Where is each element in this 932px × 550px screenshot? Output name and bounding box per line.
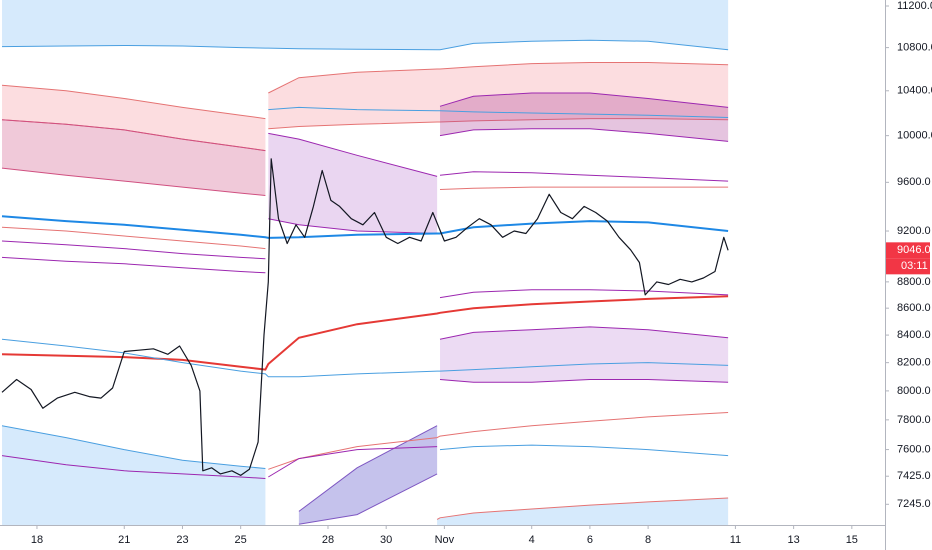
- last-price-tag: [886, 242, 930, 259]
- y-tick-label: 10000.0: [897, 130, 932, 142]
- y-tick-label: 11200.0: [897, 0, 932, 12]
- indicator-line: [1, 256, 266, 274]
- x-tick-label: 13: [787, 534, 799, 546]
- band-fill: [440, 92, 729, 142]
- fill-edge: [1, 425, 266, 469]
- y-tick-label: 10800.0: [897, 42, 932, 54]
- plot-area: [1, 0, 729, 525]
- indicator-line: [268, 106, 729, 118]
- fill-edge: [436, 497, 729, 520]
- indicator-line: [439, 186, 729, 190]
- indicator-line: [1, 240, 266, 260]
- indicator-line: [1, 226, 266, 250]
- band-lower: [268, 118, 729, 130]
- x-tick-label: 23: [176, 534, 188, 546]
- indicator-line: [268, 446, 438, 478]
- band-upper: [439, 92, 729, 108]
- y-tick-label: 9200.0: [897, 225, 931, 237]
- band-upper: [268, 62, 729, 94]
- y-tick-label: 7425.0: [897, 470, 931, 482]
- x-tick-label: 30: [380, 534, 392, 546]
- band-lower: [268, 218, 438, 234]
- countdown-label: 03:11: [901, 260, 928, 272]
- fill-area: [2, 425, 266, 525]
- band-fill: [2, 85, 266, 151]
- indicator-line: [1, 338, 729, 378]
- band-upper: [268, 132, 438, 177]
- y-tick-label: 8000.0: [897, 385, 931, 397]
- y-tick-label: 8200.0: [897, 357, 931, 369]
- y-tick-label: 7600.0: [897, 443, 931, 455]
- x-tick-label: 28: [322, 534, 334, 546]
- y-tick-label: 8800.0: [897, 276, 931, 288]
- band-lower: [439, 379, 729, 383]
- y-tick-label: 8400.0: [897, 329, 931, 341]
- fill-edge: [1, 39, 729, 51]
- indicator-line: [439, 171, 729, 182]
- band-lower: [1, 167, 266, 196]
- indicator-line: [1, 215, 729, 239]
- band-fill: [268, 133, 438, 234]
- x-tick-label: Nov: [435, 534, 455, 546]
- indicator-line: [1, 295, 729, 371]
- y-tick-label: 7245.0: [897, 498, 931, 510]
- x-tick-label: 4: [529, 534, 535, 546]
- band-upper: [298, 425, 438, 512]
- x-tick-label: 15: [846, 534, 858, 546]
- x-tick-label: 6: [587, 534, 593, 546]
- y-tick-label: 10400.0: [897, 85, 932, 97]
- fill-area: [437, 497, 729, 525]
- band-upper: [1, 119, 266, 152]
- band-lower: [439, 128, 729, 142]
- x-tick-label: 8: [645, 534, 651, 546]
- fill-area: [2, 0, 729, 50]
- price-line: [1, 158, 729, 476]
- x-tick-label: 25: [235, 534, 247, 546]
- indicator-line: [1, 455, 266, 479]
- band-fill: [2, 119, 266, 196]
- last-price-label: 9046.0: [897, 244, 931, 256]
- band-fill: [440, 326, 729, 383]
- x-tick-label: 21: [118, 534, 130, 546]
- band-lower: [298, 473, 438, 525]
- band-fill: [268, 62, 729, 129]
- x-tick-label: 18: [31, 534, 43, 546]
- countdown-tag: [886, 258, 930, 275]
- indicator-line: [439, 444, 729, 457]
- y-tick-label: 9600.0: [897, 176, 931, 188]
- band-upper: [439, 326, 729, 340]
- indicator-line: [439, 289, 729, 299]
- y-tick-label: 7800.0: [897, 414, 931, 426]
- x-tick-label: 11: [730, 534, 741, 546]
- indicator-line: [268, 412, 729, 470]
- y-tick-label: 8600.0: [897, 302, 931, 314]
- band-upper: [1, 84, 266, 120]
- band-fill: [298, 425, 438, 525]
